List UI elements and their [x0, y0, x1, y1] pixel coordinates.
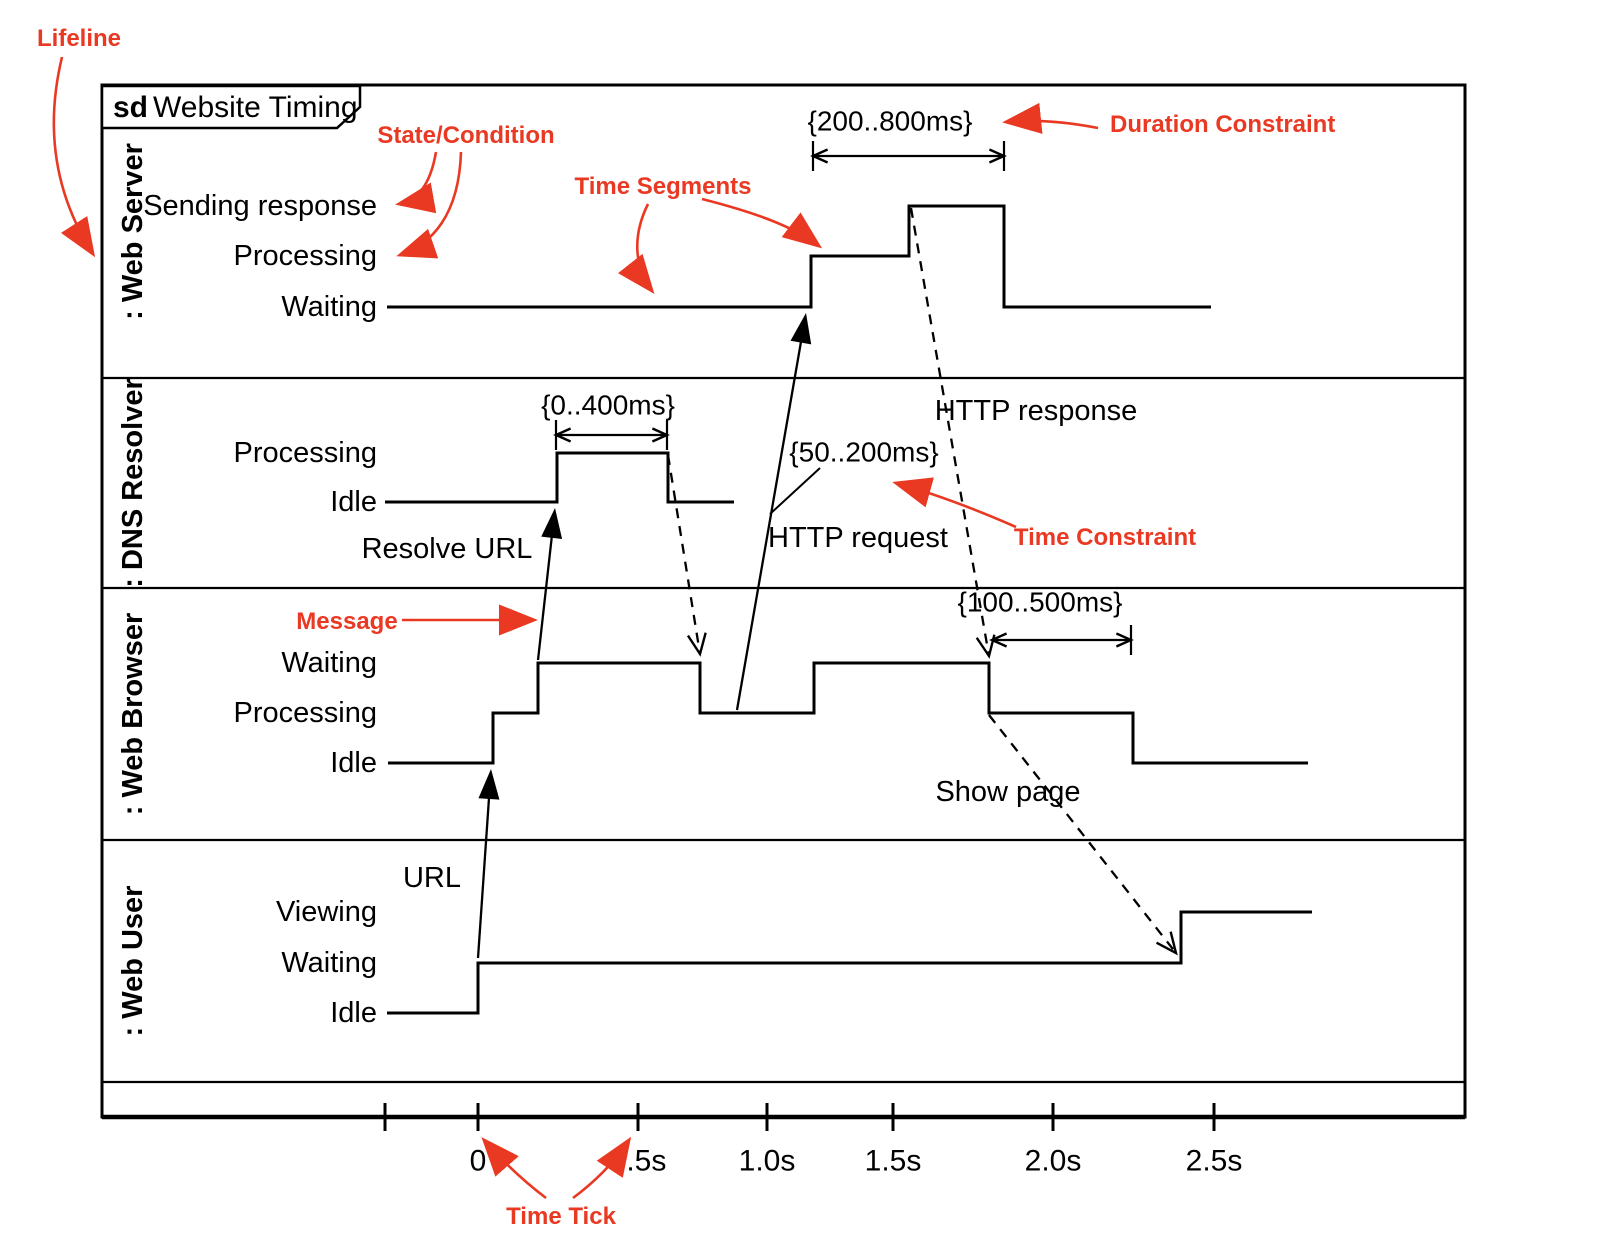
message-arrowhead: [1155, 931, 1178, 956]
message-line: [988, 714, 1177, 954]
frame-title: Website Timing: [153, 91, 358, 124]
message-arrowhead: [478, 769, 500, 800]
message-line: [735, 320, 806, 711]
message-arrowhead: [686, 632, 707, 657]
state-label: Sending response: [143, 190, 377, 222]
annotation-time-tick: Time Tick: [506, 1203, 616, 1230]
duration-constraint-pointer-arrow: [1002, 102, 1099, 134]
frame-name-pentagon: [100, 84, 362, 130]
state-condition-pointer-arrow-2: [396, 151, 463, 259]
annotation-state-condition: State/Condition: [377, 122, 554, 149]
annotation-duration-constraint: Duration Constraint: [1110, 111, 1335, 138]
time-segments-pointer-arrow-1: [618, 203, 655, 295]
message-label: URL: [403, 862, 461, 894]
constraint-text: {0..400ms}: [541, 390, 675, 421]
state-label: Processing: [234, 437, 377, 469]
time-tick-label: 2.0s: [1025, 1145, 1082, 1178]
message-label: HTTP request: [768, 522, 948, 554]
state-label: Idle: [330, 486, 377, 518]
state-label: Idle: [330, 997, 377, 1029]
state-waveforms: [385, 204, 1312, 1015]
time-tick-label: 0: [470, 1145, 487, 1178]
state-label: Waiting: [281, 647, 377, 679]
message-label: Resolve URL: [362, 533, 533, 565]
message-arrowhead: [790, 313, 812, 345]
lifeline-name: : Web User: [117, 886, 149, 1037]
state-waveform: [385, 451, 734, 504]
annotation-lifeline: Lifeline: [37, 25, 121, 52]
annotation-time-constraint: Time Constraint: [1014, 524, 1196, 551]
time-tick-label: 1.0s: [739, 1145, 796, 1178]
constraint-arrowhead-left: [989, 632, 1008, 648]
state-waveform: [387, 204, 1211, 309]
frame-keyword: sd: [113, 91, 148, 124]
time-tick-pointer-arrow-1: [481, 1137, 547, 1200]
state-label: Viewing: [276, 896, 377, 928]
message-line: [536, 515, 556, 661]
time-axis: 0 0.5s 1.0s 1.5s 2.0s 2.5s: [102, 1081, 1465, 1178]
state-label: Processing: [234, 697, 377, 729]
lifeline-name: : DNS Resolver: [117, 378, 149, 588]
constraint-text: {100..500ms}: [957, 587, 1122, 618]
time-tick-label: 2.5s: [1186, 1145, 1243, 1178]
messages: URL Resolve URL HTTP request HTTP response S…: [362, 207, 1178, 959]
annotation-time-segments: Time Segments: [575, 173, 752, 200]
annotation-message: Message: [296, 608, 397, 635]
constraint-pointer-line: [769, 467, 821, 515]
state-label: Waiting: [281, 291, 377, 323]
message-line: [666, 454, 702, 655]
time-segments-pointer-arrow-2: [701, 197, 823, 249]
state-label: Idle: [330, 747, 377, 779]
constraints: {200..800ms} {0..400ms} {100..500ms} {50..2…: [541, 106, 1134, 655]
time-constraint-pointer-arrow: [892, 477, 1017, 529]
message-line: [476, 776, 492, 959]
message-label: HTTP response: [935, 395, 1138, 427]
time-tick-label: 0.5s: [610, 1145, 667, 1178]
state-label: Processing: [234, 240, 377, 272]
state-waveform: [388, 661, 1308, 765]
state-waveform: [387, 910, 1312, 1015]
message-arrowhead: [541, 508, 563, 539]
message-arrowhead: [975, 634, 996, 659]
state-condition-pointer-arrow-1: [395, 151, 438, 214]
lifeline-name: : Web Server: [117, 143, 149, 320]
time-tick-label: 1.5s: [865, 1145, 922, 1178]
message-line: [909, 207, 991, 657]
time-tick-pointer-arrow-2: [572, 1136, 632, 1200]
message-label: Show page: [935, 776, 1080, 808]
constraint-text: {50..200ms}: [789, 437, 938, 468]
lifeline-name: : Web Browser: [117, 613, 149, 816]
state-label: Waiting: [281, 947, 377, 979]
constraint-text: {200..800ms}: [807, 106, 972, 137]
lifeline-pointer-arrow: [52, 56, 96, 258]
